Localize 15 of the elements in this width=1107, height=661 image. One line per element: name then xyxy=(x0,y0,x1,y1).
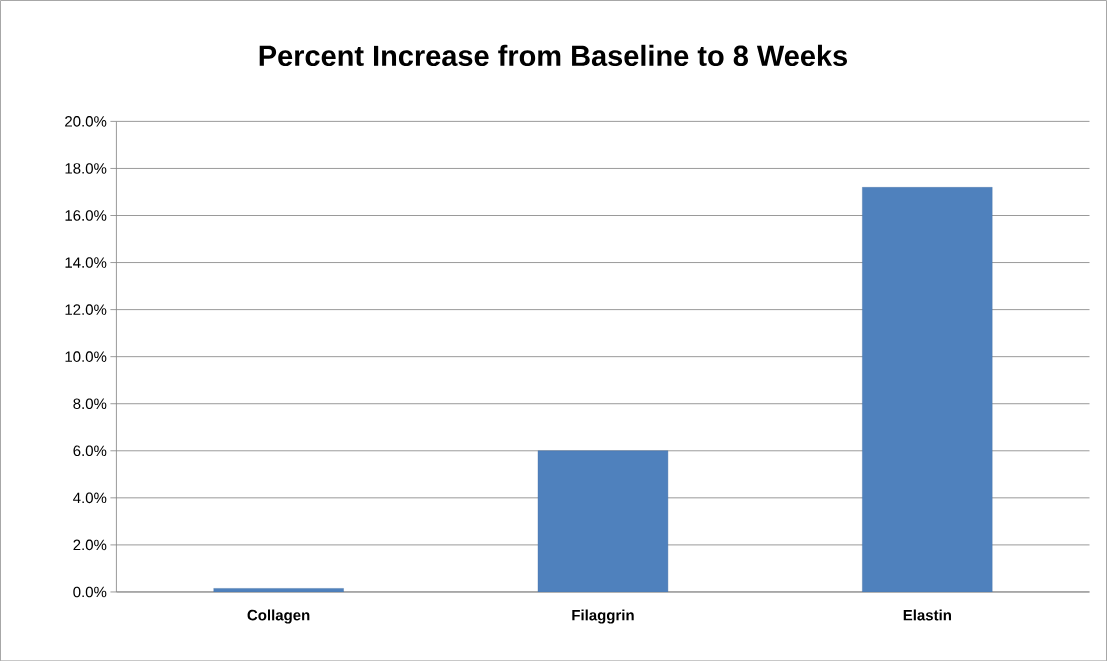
x-tick-label: Elastin xyxy=(903,609,951,621)
y-tick-label: 10.0% xyxy=(65,351,107,362)
chart-title: Percent Increase from Baseline to 8 Weeks xyxy=(259,44,847,66)
x-tick-label: Collagen xyxy=(247,609,310,624)
y-tick-label: 18.0% xyxy=(65,162,107,174)
x-tick-label: Filaggrin xyxy=(572,609,634,624)
y-tick-label: 20.0% xyxy=(65,115,107,127)
y-tick-label: 0.0% xyxy=(73,586,107,598)
y-tick-label: 6.0% xyxy=(73,445,107,456)
y-tick-label: 16.0% xyxy=(65,210,107,221)
y-tick-label: 12.0% xyxy=(65,304,107,315)
y-tick-label: 4.0% xyxy=(73,492,107,503)
y-tick-label: 2.0% xyxy=(73,539,107,551)
y-tick-label: 14.0% xyxy=(65,257,107,268)
y-tick-label: 8.0% xyxy=(73,398,107,409)
